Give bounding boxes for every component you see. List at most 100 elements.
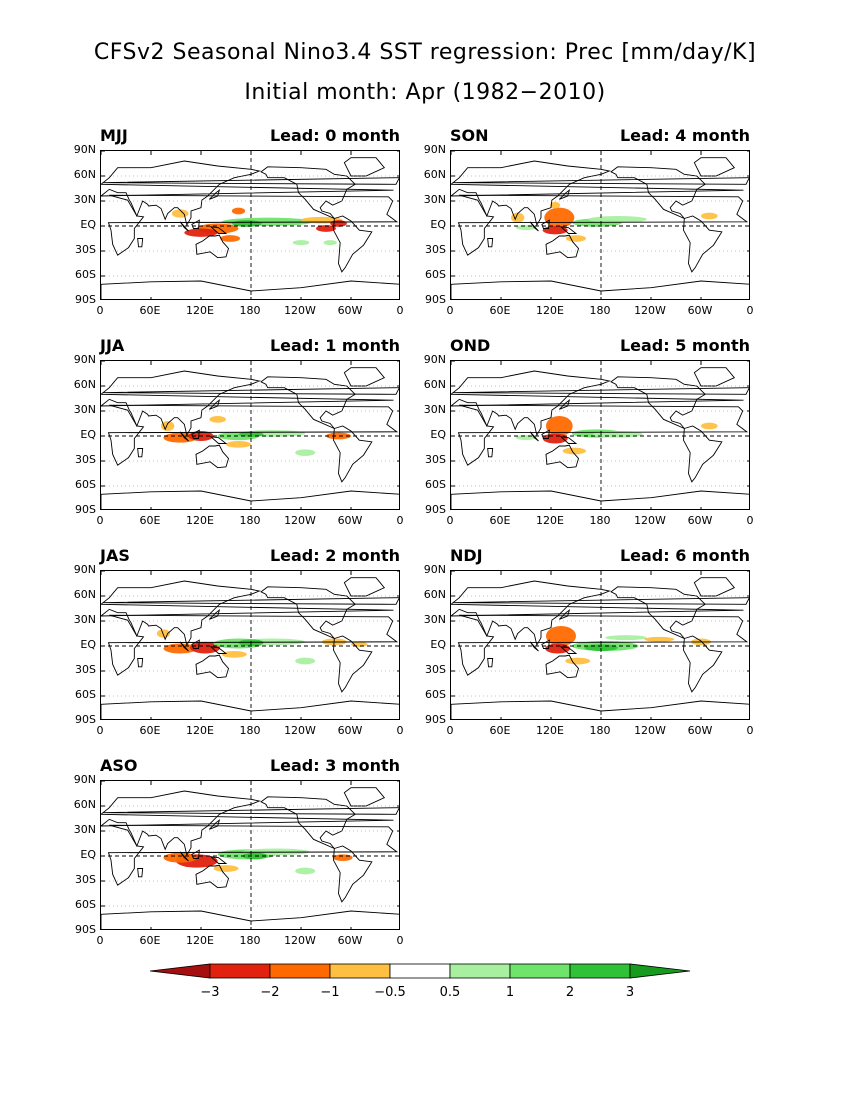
lon-tick-label: 0 <box>446 724 454 737</box>
figure-title: CFSv2 Seasonal Nino3.4 SST regression: P… <box>93 40 757 65</box>
lat-tick-label: 30N <box>73 193 96 206</box>
lon-tick-label: 60W <box>687 724 713 737</box>
lon-tick-label: 60E <box>139 934 161 947</box>
colorbar-tick-label: 0.5 <box>440 985 461 1000</box>
precip-anomaly-blob <box>332 854 353 861</box>
precip-anomaly-blob <box>292 240 310 246</box>
coastline <box>451 700 749 719</box>
coastline <box>487 448 494 458</box>
coastline <box>195 234 230 259</box>
coastline <box>333 845 373 903</box>
map-panel: JAS Lead: 2 month 90N 60N 30N EQ 30S 60S 90S 0 60E… <box>74 546 460 770</box>
lon-tick-label: 60E <box>489 514 511 527</box>
coastline <box>260 796 356 849</box>
lat-tick-label: 90S <box>425 293 446 306</box>
precip-anomaly-blob <box>546 416 573 436</box>
coastline <box>333 635 373 693</box>
coastline <box>683 635 723 693</box>
lat-tick-label: 30S <box>425 243 446 256</box>
colorbar: −3 −2 −1 −0.5 0.5 1 2 3 <box>150 963 691 1000</box>
lat-tick-label: 60S <box>425 688 446 701</box>
coastline <box>209 436 228 444</box>
lon-tick-label: 0 <box>396 514 404 527</box>
lat-tick-label: EQ <box>80 638 96 651</box>
map-frame <box>100 570 400 720</box>
precip-anomaly-blob <box>701 422 718 430</box>
map-canvas <box>101 151 399 299</box>
lon-tick-label: 0 <box>396 934 404 947</box>
lat-tick-label: 30N <box>423 613 446 626</box>
lat-tick-label: 90N <box>423 143 446 156</box>
colorbar-segment <box>269 963 331 979</box>
precip-anomaly-blob <box>550 201 561 209</box>
lat-tick-label: 90S <box>425 713 446 726</box>
colorbar-tick-label: −2 <box>260 985 279 1000</box>
coastline <box>101 790 394 857</box>
colorbar-segment <box>389 963 451 979</box>
coastline <box>107 824 399 886</box>
coastline <box>260 586 356 639</box>
lat-tick-label: 30N <box>73 403 96 416</box>
lat-tick-label: 60N <box>73 378 96 391</box>
coastline <box>101 370 394 437</box>
coastline <box>107 614 399 676</box>
lat-tick-label: EQ <box>430 638 446 651</box>
lon-tick-label: 120E <box>536 514 564 527</box>
lon-tick-label: 180 <box>239 514 261 527</box>
coastline <box>209 819 221 830</box>
lon-tick-label: 0 <box>446 514 454 527</box>
panel-season-label: OND <box>450 336 491 355</box>
lat-tick-label: 90N <box>423 563 446 576</box>
coastline <box>195 864 230 889</box>
lat-tick-label: 30S <box>75 663 96 676</box>
precip-anomaly-blob <box>566 235 586 242</box>
coastline <box>209 856 228 864</box>
colorbar-tick-label: −0.5 <box>374 985 406 1000</box>
colorbar-tick-label: −1 <box>320 985 339 1000</box>
lat-tick-label: 60S <box>75 268 96 281</box>
lon-tick-label: 60E <box>139 304 161 317</box>
coastline <box>343 577 386 597</box>
lat-tick-label: 30N <box>423 193 446 206</box>
lat-tick-label: 60S <box>75 688 96 701</box>
precip-anomaly-blob <box>209 416 226 423</box>
map-panel: OND Lead: 5 month 90N 60N 30N EQ 30S 60S 90S 0 60E… <box>424 336 810 560</box>
lat-tick-label: 90S <box>75 713 96 726</box>
lat-tick-label: 30N <box>423 403 446 416</box>
coastline <box>683 425 723 483</box>
panel-season-label: JAS <box>100 546 130 565</box>
coastline <box>333 425 373 483</box>
map-frame <box>450 570 750 720</box>
colorbar-segment <box>509 963 571 979</box>
lat-tick-label: 30N <box>73 613 96 626</box>
lon-tick-label: 0 <box>746 514 754 527</box>
coastline <box>101 910 399 929</box>
lat-tick-label: EQ <box>80 848 96 861</box>
lat-tick-label: 90N <box>73 773 96 786</box>
precip-anomaly-blob <box>316 225 336 232</box>
colorbar-tick-label: 1 <box>506 985 514 1000</box>
coastline <box>179 641 189 652</box>
lon-tick-label: 180 <box>239 304 261 317</box>
precip-anomaly-blob <box>295 449 316 456</box>
panel-season-label: MJJ <box>100 126 128 145</box>
precip-anomaly-blob <box>213 865 239 872</box>
coastline <box>541 639 550 649</box>
colorbar-segment <box>449 963 511 979</box>
coastline <box>693 157 736 177</box>
lon-tick-label: 0 <box>396 724 404 737</box>
coastline <box>457 614 749 676</box>
lat-tick-label: 30S <box>75 243 96 256</box>
coastline <box>137 448 144 458</box>
lat-tick-label: 90S <box>75 503 96 516</box>
lat-tick-label: 30S <box>75 873 96 886</box>
panel-season-label: SON <box>450 126 489 145</box>
coastline <box>195 444 230 469</box>
coastline <box>559 646 578 654</box>
lon-tick-label: 120W <box>284 304 316 317</box>
lon-tick-label: 60E <box>489 724 511 737</box>
coastline <box>683 215 723 273</box>
precip-anomaly-blob <box>221 651 247 658</box>
map-frame <box>100 780 400 930</box>
coastline <box>451 280 749 299</box>
